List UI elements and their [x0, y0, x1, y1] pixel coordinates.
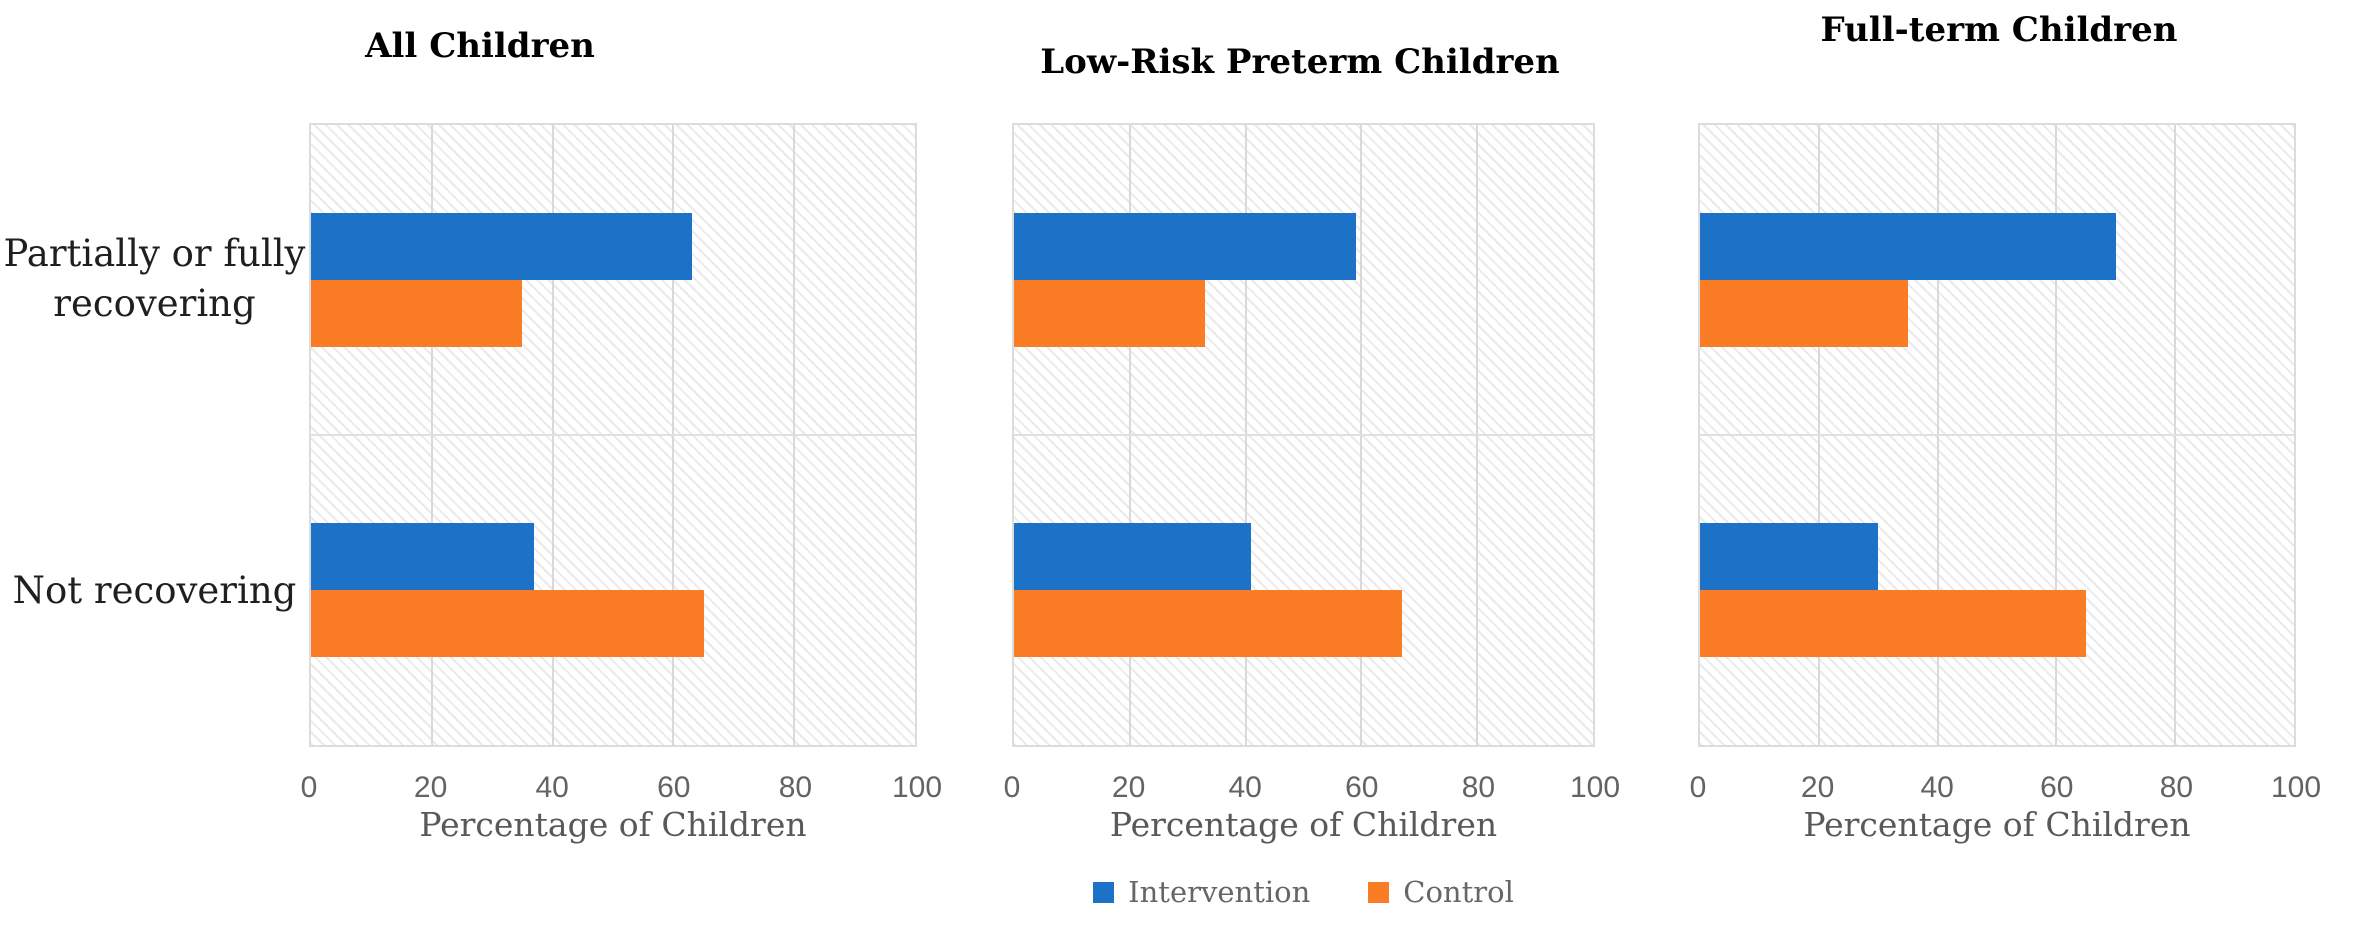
- category-band: [311, 435, 915, 745]
- x-axis-tick-label: 40: [535, 771, 569, 804]
- x-axis-ticks: 0 20 40 60 80 100: [1690, 747, 2321, 805]
- x-axis-title: Percentage of Children: [419, 805, 807, 844]
- x-axis-title: Percentage of Children: [1109, 805, 1498, 844]
- chart-panel-full-term-children: Full-term Children 0 20 40 60 80 100 Percenta…: [1640, 0, 2358, 933]
- control-bar: [1700, 590, 2087, 657]
- x-axis-tick-label: 100: [891, 771, 943, 804]
- x-axis-tick-label: 20: [413, 771, 448, 804]
- category-label-not-recovering: Not recovering: [12, 569, 297, 613]
- x-axis-tick-label: 60: [1345, 771, 1379, 804]
- x-axis-tick-label: 100: [2270, 771, 2322, 804]
- x-axis-tick-label: 40: [1920, 771, 1954, 804]
- plot-area-full-term: [1698, 123, 2296, 747]
- x-axis-ticks: 0 20 40 60 80 100: [1004, 747, 1620, 805]
- category-band: [311, 125, 915, 435]
- legend: Intervention Control: [1012, 875, 1595, 909]
- plot-area-low-risk-preterm: [1012, 123, 1595, 747]
- legend-swatch-control: [1368, 881, 1390, 903]
- intervention-bar: [1700, 213, 2116, 280]
- x-axis-title: Percentage of Children: [1803, 805, 2191, 844]
- chart-panel-low-risk-preterm-children: Low-Risk Preterm Children 0 20 40 60 80 100 P…: [960, 0, 1640, 933]
- panel-title-low-risk-preterm: Low-Risk Preterm Children: [1040, 42, 1560, 82]
- legend-label-control: Control: [1403, 875, 1514, 909]
- legend-item-intervention: Intervention: [1093, 875, 1310, 909]
- panel-title-full-term: Full-term Children: [1820, 10, 2178, 50]
- plot-area-all-children: [309, 123, 917, 747]
- category-band: [1700, 435, 2294, 745]
- x-axis-tick-label: 40: [1228, 771, 1262, 804]
- category-divider-gridline: [1014, 434, 1593, 436]
- x-axis-tick-label: 60: [657, 771, 691, 804]
- x-axis-tick-label: 0: [1003, 771, 1021, 804]
- x-axis-tick-label: 0: [300, 771, 318, 804]
- x-axis-tick-label: 60: [2040, 771, 2074, 804]
- left-spacer: [960, 123, 1012, 747]
- x-axis-ticks: 0 20 40 60 80 100: [301, 747, 942, 805]
- x-axis-tick-label: 0: [1689, 771, 1707, 804]
- intervention-bar: [1014, 213, 1356, 280]
- category-band: [1700, 125, 2294, 435]
- intervention-bar: [1014, 523, 1252, 590]
- x-axis-tick-label: 100: [1569, 771, 1621, 804]
- category-band: [1014, 125, 1593, 435]
- category-label-recovering: Partially or fully recovering: [3, 232, 306, 325]
- panel-title-all-children: All Children: [365, 26, 595, 66]
- control-bar: [311, 590, 704, 657]
- intervention-bar: [1700, 523, 1879, 590]
- x-axis-tick-label: 20: [1800, 771, 1835, 804]
- control-bar: [1014, 590, 1402, 657]
- x-axis-tick-label: 80: [1461, 771, 1496, 804]
- control-bar: [311, 280, 523, 347]
- intervention-bar: [311, 523, 535, 590]
- control-bar: [1700, 280, 1908, 347]
- legend-item-control: Control: [1368, 875, 1514, 909]
- x-axis-tick-label: 80: [2159, 771, 2194, 804]
- control-bar: [1014, 280, 1206, 347]
- legend-label-intervention: Intervention: [1128, 875, 1311, 909]
- category-divider-gridline: [1700, 434, 2294, 436]
- chart-panel-all-children: All Children Partially or fully recoveri…: [0, 0, 960, 933]
- legend-swatch-intervention: [1093, 881, 1115, 903]
- left-spacer: [1640, 123, 1698, 747]
- x-axis-tick-label: 20: [1111, 771, 1146, 804]
- category-band: [1014, 435, 1593, 745]
- category-divider-gridline: [311, 434, 915, 436]
- intervention-bar: [311, 213, 692, 280]
- x-axis-tick-label: 80: [778, 771, 813, 804]
- category-axis-labels: Partially or fully recovering Not recove…: [0, 123, 309, 747]
